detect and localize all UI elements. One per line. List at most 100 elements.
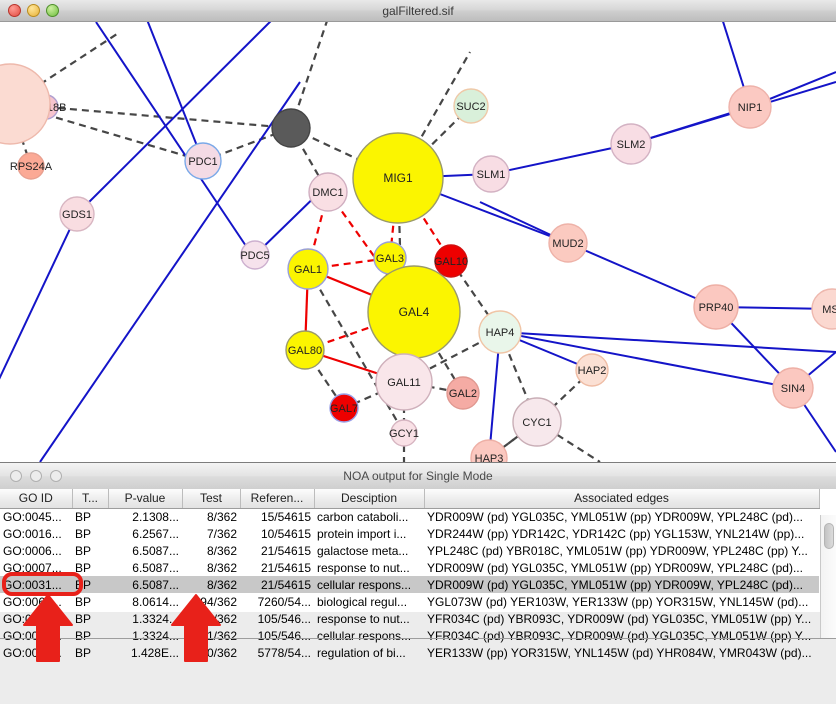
node-circle[interactable] — [285, 330, 325, 370]
node-circle[interactable] — [308, 172, 348, 212]
node-circle[interactable] — [811, 288, 836, 330]
network-node-hap3[interactable]: HAP3 — [470, 439, 508, 462]
network-node-gal2[interactable]: GAL2 — [446, 376, 480, 410]
network-node-nip1[interactable]: NIP1 — [728, 85, 772, 129]
network-node-rps24a[interactable]: RPS24A — [10, 152, 53, 180]
network-node-bigl[interactable] — [0, 63, 51, 145]
network-edge[interactable] — [499, 331, 836, 353]
table-row[interactable]: GO:0031... BP 1.3324... 11/362 105/546... cel… — [0, 627, 819, 644]
network-node-gal10[interactable]: GAL10 — [434, 244, 468, 278]
column-header-go-id[interactable]: GO ID — [0, 489, 73, 509]
network-edge[interactable] — [567, 242, 717, 308]
table-row[interactable]: GO:0031... BP 6.5087... 8/362 21/54615 cellul… — [0, 576, 819, 593]
node-circle[interactable] — [470, 439, 508, 462]
table-row[interactable]: GO:0006... BP 6.5087... 8/362 21/54615 galact… — [0, 542, 819, 559]
node-circle[interactable] — [693, 284, 739, 330]
node-circle[interactable] — [375, 353, 433, 411]
network-edge[interactable] — [499, 331, 794, 389]
network-node-gal4[interactable]: GAL4 — [367, 265, 461, 359]
node-circle[interactable] — [434, 244, 468, 278]
results-table-body[interactable]: GO:0045... BP 2.1308... 8/362 15/54615 carbon… — [0, 508, 819, 661]
table-row[interactable]: GO:0050... BP 1.428E... 80/362 5778/54... reg… — [0, 644, 819, 661]
network-edge[interactable] — [9, 31, 121, 105]
table-vertical-scrollbar[interactable] — [820, 515, 836, 638]
node-circle[interactable] — [512, 397, 562, 447]
column-header-reference[interactable]: Referen... — [240, 489, 315, 509]
node-circle[interactable] — [17, 152, 45, 180]
node-circle[interactable] — [352, 132, 444, 224]
column-header-p-value[interactable]: P-value — [108, 489, 183, 509]
results-table-container[interactable]: GO ID T... P-value Test Referen... Desci… — [0, 489, 836, 660]
node-circle[interactable] — [0, 63, 51, 145]
network-node-hub[interactable] — [271, 108, 311, 148]
network-canvas[interactable]: RPL18BRPS24AGDS1PDC1PDC5DMC1MIG1SUC2SLM1… — [0, 22, 836, 462]
node-circle[interactable] — [772, 367, 814, 409]
network-node-pdc1[interactable]: PDC1 — [184, 142, 222, 180]
dialog-zoom-icon[interactable] — [50, 470, 62, 482]
dialog-traffic-lights[interactable] — [10, 470, 62, 482]
network-node-gal1[interactable]: GAL1 — [287, 248, 329, 290]
network-node-hap2[interactable]: HAP2 — [575, 353, 609, 387]
network-edge[interactable] — [45, 105, 292, 130]
network-node-gds1[interactable]: GDS1 — [59, 196, 95, 232]
table-row[interactable]: GO:0045... BP 2.1308... 8/362 15/54615 carbon… — [0, 508, 819, 525]
network-node-pdc5[interactable]: PDC5 — [240, 240, 270, 270]
network-node-prp40[interactable]: PRP40 — [693, 284, 739, 330]
network-node-suc2[interactable]: SUC2 — [453, 88, 489, 124]
network-node-slm2[interactable]: SLM2 — [610, 123, 652, 165]
node-circle[interactable] — [240, 240, 270, 270]
minimize-icon[interactable] — [27, 4, 40, 17]
zoom-icon[interactable] — [46, 4, 59, 17]
network-node-dmc1[interactable]: DMC1 — [308, 172, 348, 212]
network-node-msi[interactable]: MSI — [811, 288, 836, 330]
network-node-sin4[interactable]: SIN4 — [772, 367, 814, 409]
node-circle[interactable] — [453, 88, 489, 124]
network-node-gal7[interactable]: GAL7 — [329, 393, 359, 423]
node-circle[interactable] — [446, 376, 480, 410]
network-edge[interactable] — [95, 22, 251, 253]
table-row[interactable]: GO:0065... BP 8.0614... 94/362 7260/54... bio… — [0, 593, 819, 610]
dialog-minimize-icon[interactable] — [30, 470, 42, 482]
node-circle[interactable] — [472, 155, 510, 193]
table-row[interactable]: GO:0031... BP 1.3324... 11/362 105/546... res… — [0, 610, 819, 627]
network-node-hap4[interactable]: HAP4 — [478, 310, 522, 354]
network-node-mig1[interactable]: MIG1 — [352, 132, 444, 224]
node-circle[interactable] — [390, 419, 418, 447]
node-circle[interactable] — [287, 248, 329, 290]
network-edge[interactable] — [289, 22, 330, 129]
node-label: CYC1 — [522, 417, 551, 429]
node-circle[interactable] — [575, 353, 609, 387]
scrollbar-thumb[interactable] — [824, 523, 834, 549]
dialog-close-icon[interactable] — [10, 470, 22, 482]
network-edge[interactable] — [39, 81, 301, 462]
table-row[interactable]: GO:0007... BP 6.5087... 8/362 21/54615 respon… — [0, 559, 819, 576]
node-circle[interactable] — [329, 393, 359, 423]
node-circle[interactable] — [548, 223, 588, 263]
network-edge[interactable] — [140, 22, 204, 162]
node-circle[interactable] — [271, 108, 311, 148]
network-node-gcy1[interactable]: GCY1 — [389, 419, 419, 447]
network-node-slm1[interactable]: SLM1 — [472, 155, 510, 193]
network-edge[interactable] — [9, 102, 204, 163]
column-header-type[interactable]: T... — [72, 489, 109, 509]
network-node-gal80[interactable]: GAL80 — [285, 330, 325, 370]
node-circle[interactable] — [610, 123, 652, 165]
node-circle[interactable] — [184, 142, 222, 180]
node-circle[interactable] — [59, 196, 95, 232]
network-graph[interactable]: RPL18BRPS24AGDS1PDC1PDC5DMC1MIG1SUC2SLM1… — [0, 22, 836, 462]
node-circle[interactable] — [478, 310, 522, 354]
network-edge[interactable] — [76, 22, 300, 215]
network-edge[interactable] — [490, 143, 632, 175]
node-circle[interactable] — [728, 85, 772, 129]
column-header-test[interactable]: Test — [182, 489, 241, 509]
results-table[interactable]: GO ID T... P-value Test Referen... Desci… — [0, 489, 820, 661]
network-node-mud2[interactable]: MUD2 — [548, 223, 588, 263]
network-node-gal11[interactable]: GAL11 — [375, 353, 433, 411]
network-node-cyc1[interactable]: CYC1 — [512, 397, 562, 447]
column-header-associated-edges[interactable]: Associated edges — [424, 489, 820, 509]
window-traffic-lights[interactable] — [8, 4, 59, 17]
network-edge[interactable] — [0, 213, 78, 462]
close-icon[interactable] — [8, 4, 21, 17]
table-row[interactable]: GO:0016... BP 6.2567... 7/362 10/54615 protei… — [0, 525, 819, 542]
column-header-description[interactable]: Desciption — [314, 489, 425, 509]
